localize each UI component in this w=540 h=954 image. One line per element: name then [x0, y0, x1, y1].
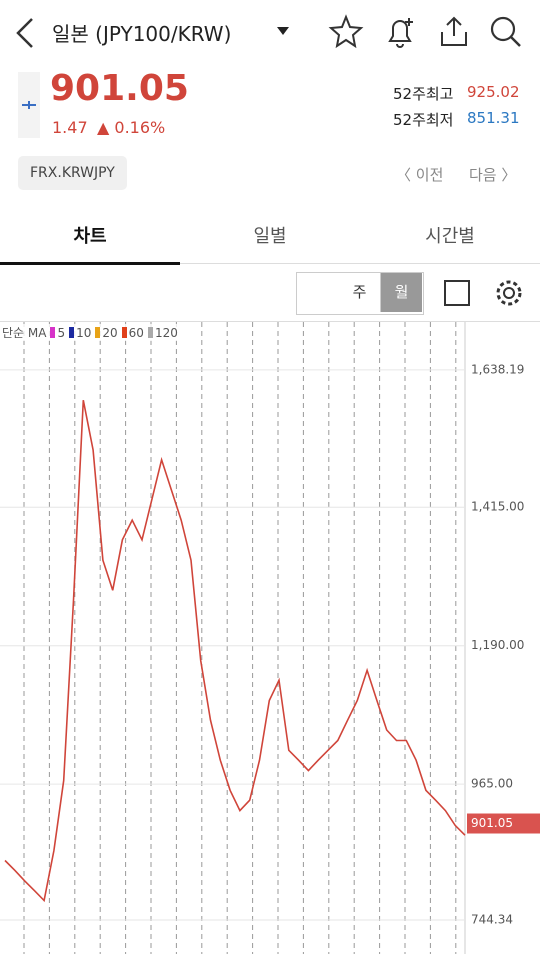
divider [0, 321, 540, 322]
legend-swatch [121, 327, 127, 338]
next-button[interactable]: 다음 〉 [469, 166, 517, 184]
search-icon[interactable] [488, 14, 524, 50]
star-icon[interactable] [328, 14, 364, 50]
legend-label: 5 [57, 326, 66, 340]
ma-label: 단순 MA [2, 326, 47, 340]
high-label: 52주최고 [393, 85, 454, 103]
last-price-label: 901.05 [471, 816, 513, 830]
price-line [4, 400, 466, 903]
legend-swatch [147, 327, 153, 338]
legend-label: 120 [154, 326, 178, 340]
prev-text: 이전 [415, 166, 444, 184]
period-group: 일 주 월 [296, 272, 424, 315]
low-label: 52주최저 [393, 111, 454, 129]
alert-icon[interactable] [382, 14, 418, 50]
change: 1.47 [52, 118, 88, 137]
high-value: 925.02 [467, 83, 520, 101]
divider [0, 263, 540, 264]
back-button[interactable] [12, 16, 38, 50]
legend-label: 60 [128, 326, 144, 340]
legend-swatch [50, 327, 56, 338]
y-tick-label: 1,190.00 [471, 638, 524, 652]
last-price-box [467, 813, 540, 834]
y-tick-label: 965.00 [471, 777, 513, 791]
tab-indicator [0, 262, 180, 265]
period-button[interactable]: 월 [381, 273, 422, 312]
legend-swatch [95, 327, 101, 338]
tab[interactable]: 시간별 [425, 226, 475, 247]
tab[interactable]: 일별 [253, 226, 287, 247]
prev-button[interactable]: 〈 이전 [396, 166, 444, 184]
dropdown[interactable] [276, 26, 290, 36]
y-tick-label: 1,638.19 [471, 362, 524, 376]
mini-candle [18, 72, 40, 138]
code-tag: FRX.KRWJPY [18, 156, 127, 190]
next-text: 다음 [469, 166, 497, 184]
settings-icon[interactable] [493, 277, 525, 309]
ma-legend: 단순 MA 5 10 20 60 120 [2, 324, 178, 341]
legend-label: 20 [102, 326, 118, 340]
title[interactable]: 일본 (JPY100/KRW) [52, 22, 232, 46]
legend-label: 10 [76, 326, 92, 340]
period-button[interactable]: 주 [339, 273, 381, 312]
tab[interactable]: 차트 [73, 226, 107, 247]
change-pct: ▲ 0.16% [97, 118, 166, 137]
fullscreen-icon[interactable] [442, 278, 472, 308]
y-tick-label: 1,415.00 [471, 500, 524, 514]
low-value: 851.31 [467, 109, 520, 127]
y-tick-label: 744.34 [471, 912, 513, 926]
share-icon[interactable] [436, 14, 472, 50]
price: 901.05 [50, 68, 189, 109]
legend-swatch [69, 327, 75, 338]
